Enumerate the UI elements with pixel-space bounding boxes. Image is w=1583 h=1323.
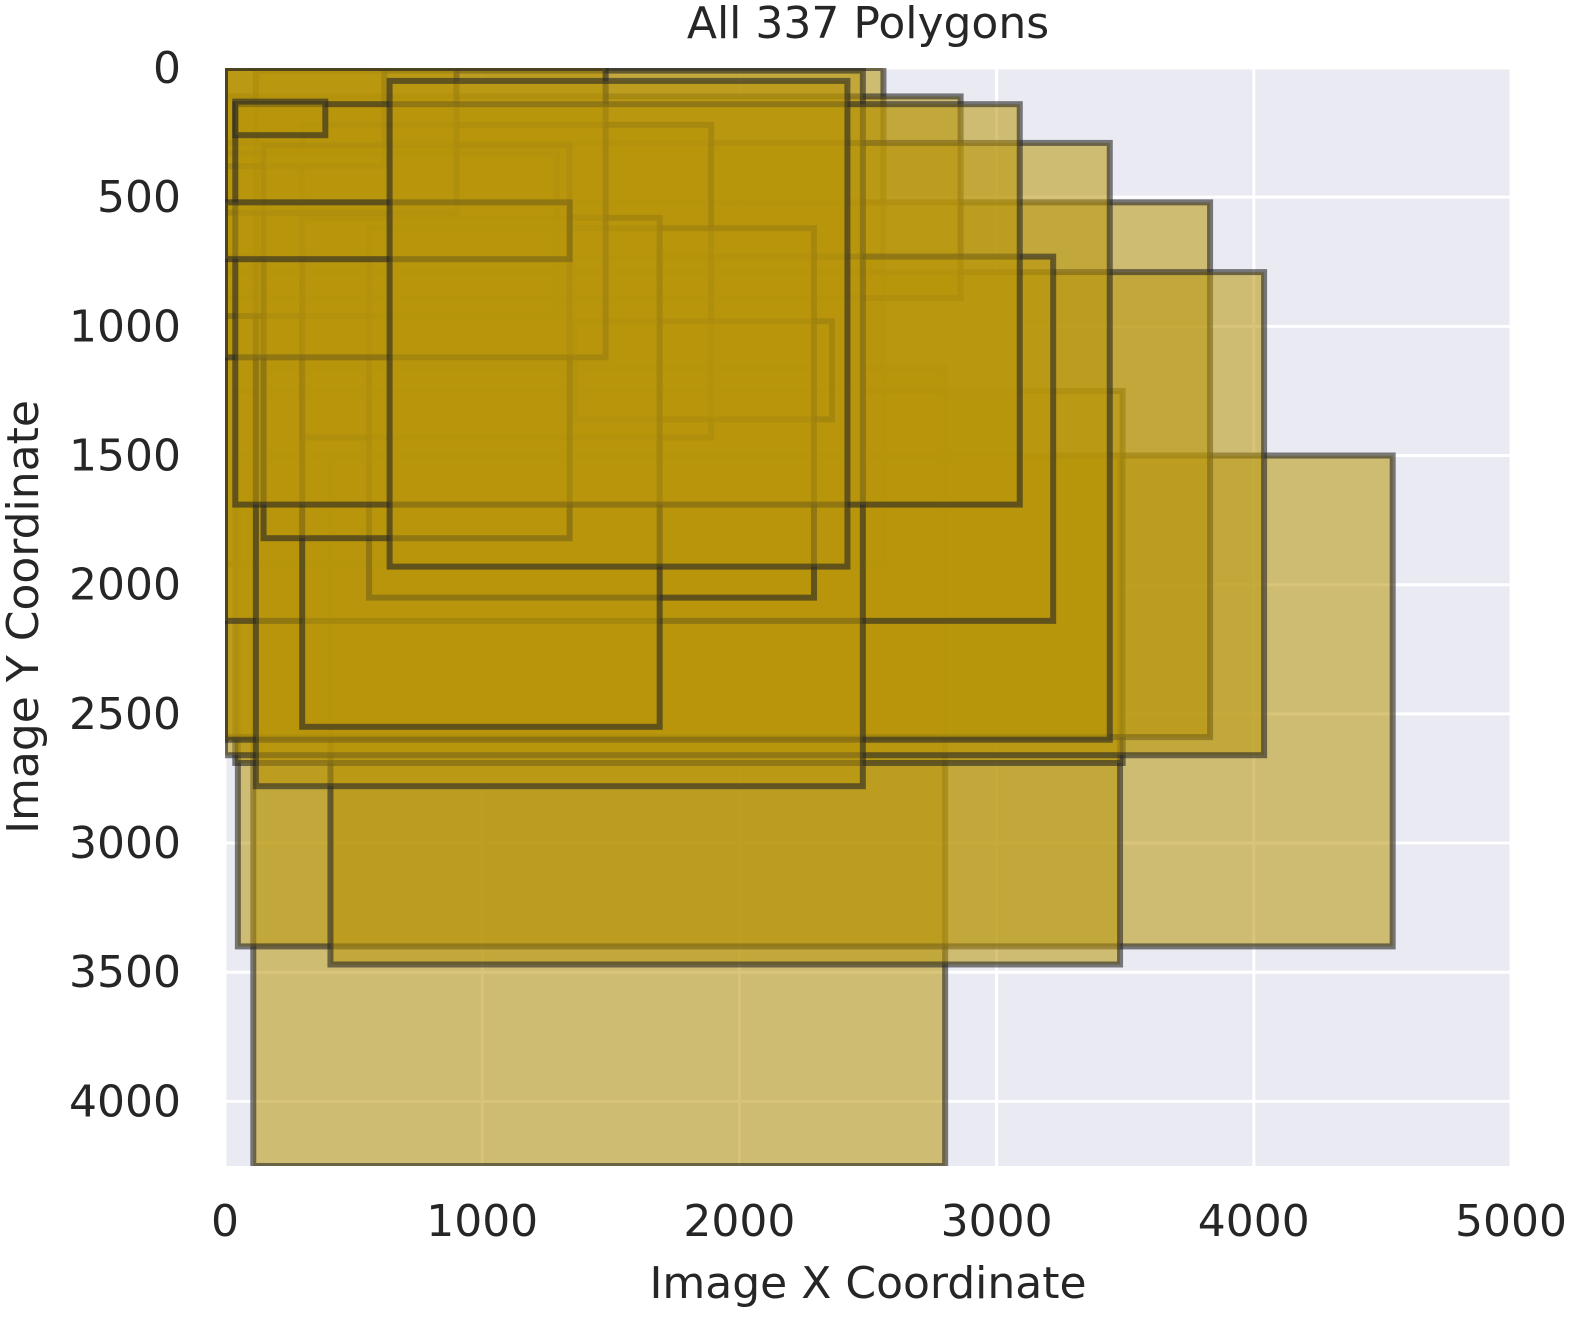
x-tick-label: 5000 (1455, 1196, 1567, 1247)
y-tick-label: 4000 (69, 1076, 181, 1127)
y-tick-label: 3500 (69, 947, 181, 998)
y-tick-label: 2000 (69, 560, 181, 611)
x-tick-label: 2000 (683, 1196, 795, 1247)
x-tick-labels: 0 1000 2000 3000 4000 5000 (211, 1196, 1567, 1247)
y-tick-label: 1000 (69, 301, 181, 352)
y-axis-label: Image Y Coordinate (0, 400, 49, 834)
x-tick-label: 3000 (941, 1196, 1053, 1247)
y-tick-label: 0 (153, 43, 181, 94)
y-tick-label: 1500 (69, 431, 181, 482)
y-tick-label: 500 (97, 172, 181, 223)
x-tick-label: 0 (211, 1196, 239, 1247)
polygon-layer (225, 68, 1396, 1166)
x-tick-label: 4000 (1198, 1196, 1310, 1247)
x-tick-label: 1000 (426, 1196, 538, 1247)
y-tick-labels: 0 500 1000 1500 2000 2500 3000 3500 4000 (69, 43, 181, 1127)
chart-title: All 337 Polygons (687, 0, 1049, 49)
y-tick-label: 2500 (69, 689, 181, 740)
polygon (232, 98, 329, 139)
x-axis-label: Image X Coordinate (649, 1258, 1086, 1309)
polygon (386, 77, 851, 570)
y-tick-label: 3000 (69, 818, 181, 869)
